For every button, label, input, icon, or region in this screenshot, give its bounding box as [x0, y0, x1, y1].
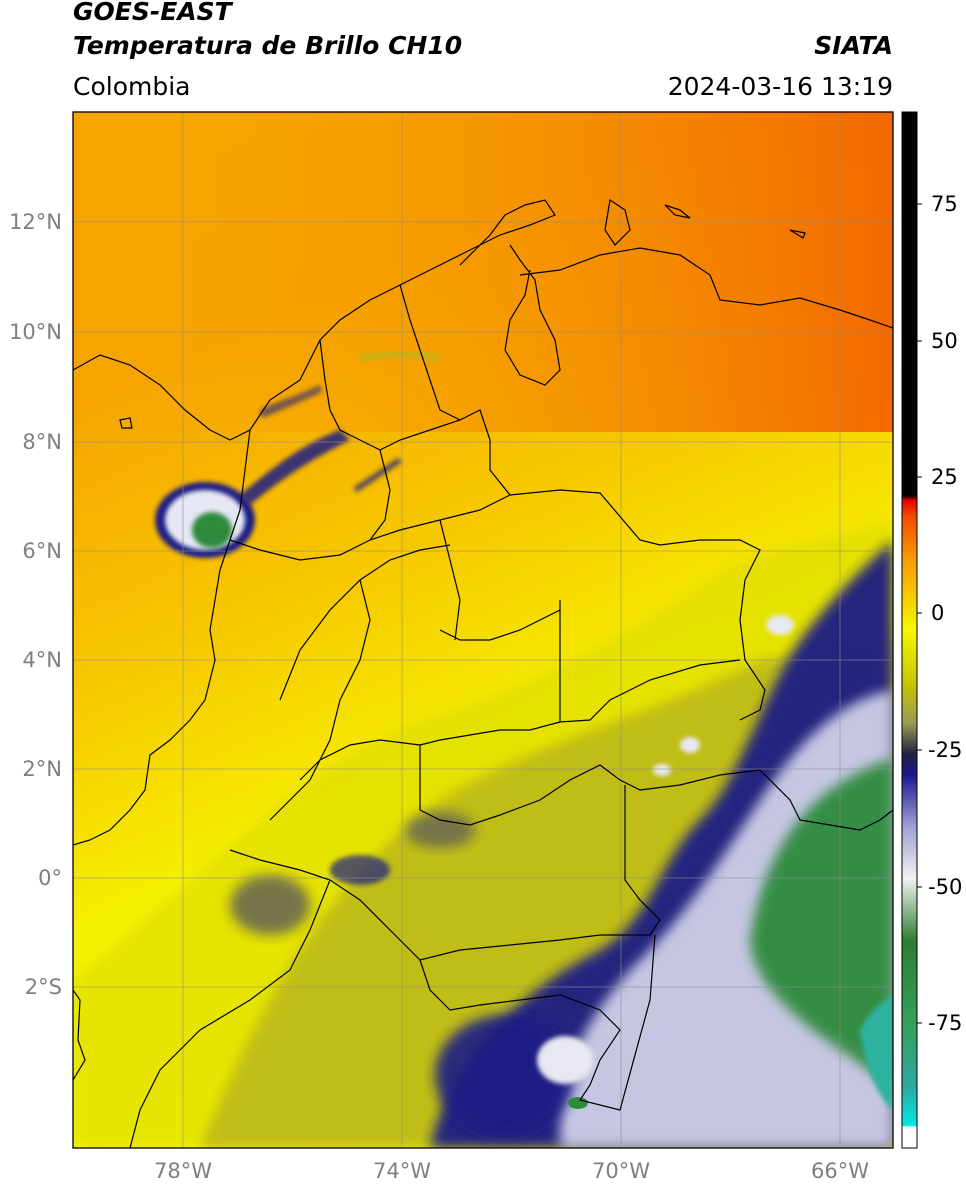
colorbar-tick-label: 75 [931, 192, 958, 216]
colorbar-tick-label: 50 [931, 329, 958, 353]
lon-tick-label: 66°W [811, 1159, 869, 1183]
colorbar-tick-label: 0 [931, 601, 944, 625]
product-title: Temperatura de Brillo CH10 [73, 31, 463, 60]
lat-tick-label: 2°N [22, 757, 62, 781]
lon-tick-label: 74°W [373, 1159, 431, 1183]
lat-tick-label: 0° [38, 866, 62, 890]
region-label: Colombia [73, 72, 191, 101]
timestamp-label: 2024-03-16 13:19 [667, 72, 893, 101]
colorbar-tick-label: -50 [928, 875, 962, 899]
colorbar-tick-label: -75 [928, 1011, 962, 1035]
lon-tick-label: 78°W [154, 1159, 212, 1183]
lon-axis: 78°W 74°W 70°W 66°W [154, 1159, 869, 1183]
graticule [73, 112, 893, 1148]
colorbar-scale [901, 111, 918, 1149]
colorbar: 75 50 25 0 -25 -50 -75 [901, 111, 962, 1149]
boundaries [73, 198, 893, 1148]
map-frame [72, 111, 894, 1149]
satellite-title: GOES-EAST [73, 0, 232, 26]
lat-tick-label: 4°N [22, 648, 62, 672]
lat-tick-label: 6°N [22, 539, 62, 563]
brand-label: SIATA [814, 31, 893, 60]
lat-tick-label: 10°N [9, 320, 62, 344]
colorbar-ticks [917, 203, 922, 1024]
temperature-field [73, 112, 893, 1148]
lat-axis: 12°N 10°N 8°N 6°N 4°N 2°N 0° 2°S [9, 210, 62, 999]
lat-tick-label: 12°N [9, 210, 62, 234]
lat-tick-label: 8°N [22, 430, 62, 454]
colorbar-tick-label: -25 [928, 738, 962, 762]
lat-tick-label: 2°S [25, 975, 62, 999]
colorbar-tick-label: 25 [931, 465, 958, 489]
lon-tick-label: 70°W [592, 1159, 650, 1183]
